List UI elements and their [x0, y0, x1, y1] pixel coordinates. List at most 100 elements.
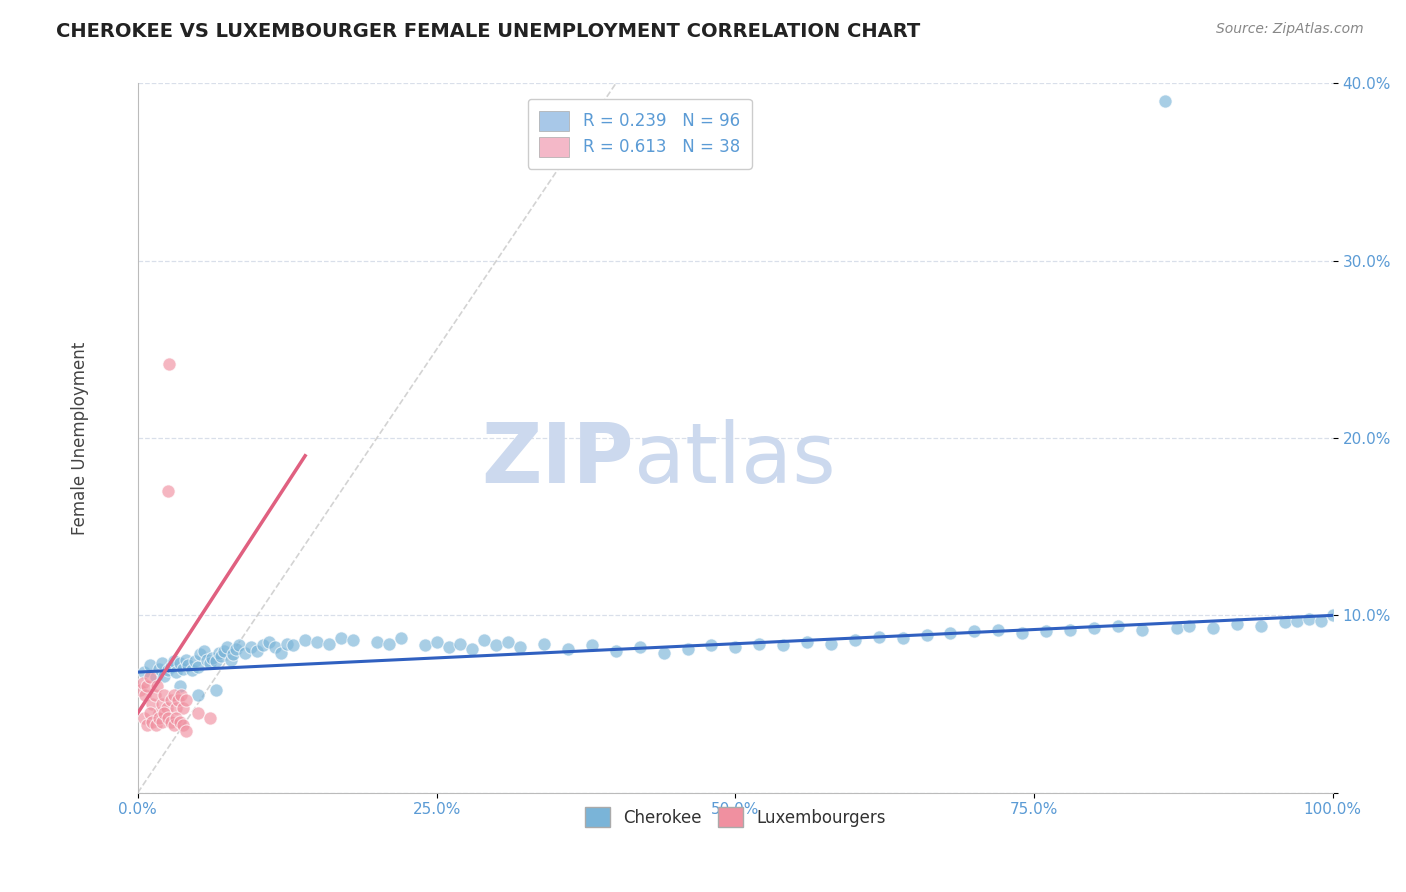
Point: [939, 626, 962, 640]
Point: [193, 644, 215, 658]
Point: [259, 635, 281, 649]
Point: [294, 633, 316, 648]
Point: [844, 633, 866, 648]
Point: [252, 639, 274, 653]
Point: [1309, 614, 1331, 628]
Point: [155, 700, 177, 714]
Point: [139, 658, 162, 673]
Point: [652, 646, 675, 660]
Text: CHEROKEE VS LUXEMBOURGER FEMALE UNEMPLOYMENT CORRELATION CHART: CHEROKEE VS LUXEMBOURGER FEMALE UNEMPLOY…: [56, 22, 921, 41]
Point: [1011, 626, 1033, 640]
Point: [485, 639, 508, 653]
Point: [172, 700, 194, 714]
Point: [461, 642, 484, 657]
Point: [165, 711, 187, 725]
Point: [172, 661, 194, 675]
Point: [676, 642, 699, 657]
Point: [141, 697, 163, 711]
Point: [208, 646, 231, 660]
Point: [225, 642, 247, 657]
Point: [891, 632, 914, 646]
Point: [134, 688, 156, 702]
Point: [174, 653, 197, 667]
Point: [1274, 615, 1296, 630]
Point: [426, 635, 449, 649]
Point: [1035, 624, 1057, 639]
Point: [987, 623, 1010, 637]
Point: [160, 659, 183, 673]
Point: [145, 718, 167, 732]
Point: [163, 655, 186, 669]
Point: [1130, 623, 1153, 637]
Point: [139, 670, 162, 684]
Point: [198, 711, 221, 725]
Point: [366, 635, 388, 649]
Point: [915, 628, 938, 642]
Point: [700, 639, 723, 653]
Point: [628, 640, 651, 655]
Point: [157, 357, 180, 371]
Point: [219, 653, 242, 667]
Point: [204, 655, 226, 669]
Text: atlas: atlas: [634, 419, 835, 500]
Point: [437, 640, 460, 655]
Point: [1285, 614, 1308, 628]
Point: [129, 682, 152, 697]
Point: [201, 651, 224, 665]
Point: [212, 644, 235, 658]
Point: [1250, 619, 1272, 633]
Point: [509, 640, 531, 655]
Point: [150, 657, 173, 671]
Point: [204, 682, 226, 697]
Point: [184, 655, 207, 669]
Point: [141, 714, 163, 729]
Point: [195, 653, 218, 667]
Point: [187, 659, 209, 673]
Point: [378, 637, 401, 651]
Point: [1083, 621, 1105, 635]
Point: [557, 642, 579, 657]
Point: [148, 706, 170, 720]
Point: [150, 714, 173, 729]
Point: [796, 635, 818, 649]
Point: [174, 693, 197, 707]
Point: [150, 697, 173, 711]
Point: [153, 688, 176, 702]
Point: [1154, 94, 1177, 108]
Point: [724, 640, 747, 655]
Point: [228, 639, 250, 653]
Point: [1059, 623, 1081, 637]
Point: [868, 630, 890, 644]
Point: [963, 624, 986, 639]
Point: [498, 635, 520, 649]
Point: [748, 637, 770, 651]
Y-axis label: Female Unemployment: Female Unemployment: [72, 342, 89, 534]
Point: [270, 646, 292, 660]
Point: [1178, 619, 1201, 633]
Point: [605, 644, 627, 658]
Point: [153, 706, 176, 720]
Point: [772, 639, 794, 653]
Text: ZIP: ZIP: [481, 419, 634, 500]
Point: [136, 679, 159, 693]
Point: [165, 700, 187, 714]
Point: [169, 657, 191, 671]
Point: [276, 637, 298, 651]
Point: [132, 711, 155, 725]
Point: [1107, 619, 1129, 633]
Point: [1166, 621, 1188, 635]
Point: [163, 718, 186, 732]
Point: [820, 637, 842, 651]
Point: [148, 661, 170, 675]
Point: [143, 688, 166, 702]
Point: [222, 648, 245, 662]
Point: [156, 663, 179, 677]
Legend: Cherokee, Luxembourgers: Cherokee, Luxembourgers: [578, 800, 893, 834]
Point: [474, 633, 496, 648]
Point: [211, 649, 233, 664]
Point: [169, 714, 191, 729]
Point: [1322, 608, 1344, 623]
Point: [450, 637, 472, 651]
Point: [246, 644, 269, 658]
Point: [283, 639, 305, 653]
